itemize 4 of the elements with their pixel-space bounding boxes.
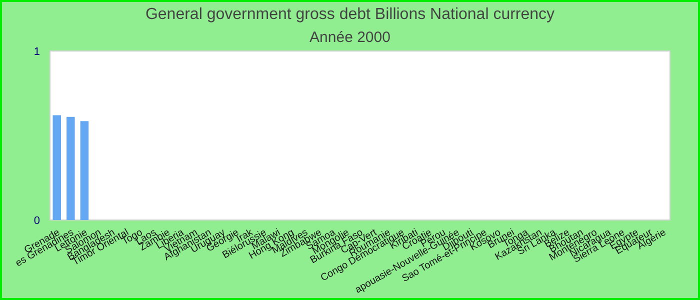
chart-subtitle: Année 2000 — [310, 29, 390, 46]
y-tick-label: 0 — [34, 214, 40, 227]
y-tick-label: 1 — [34, 46, 40, 58]
chart-title: General government gross debt Billions National currency — [145, 6, 555, 23]
